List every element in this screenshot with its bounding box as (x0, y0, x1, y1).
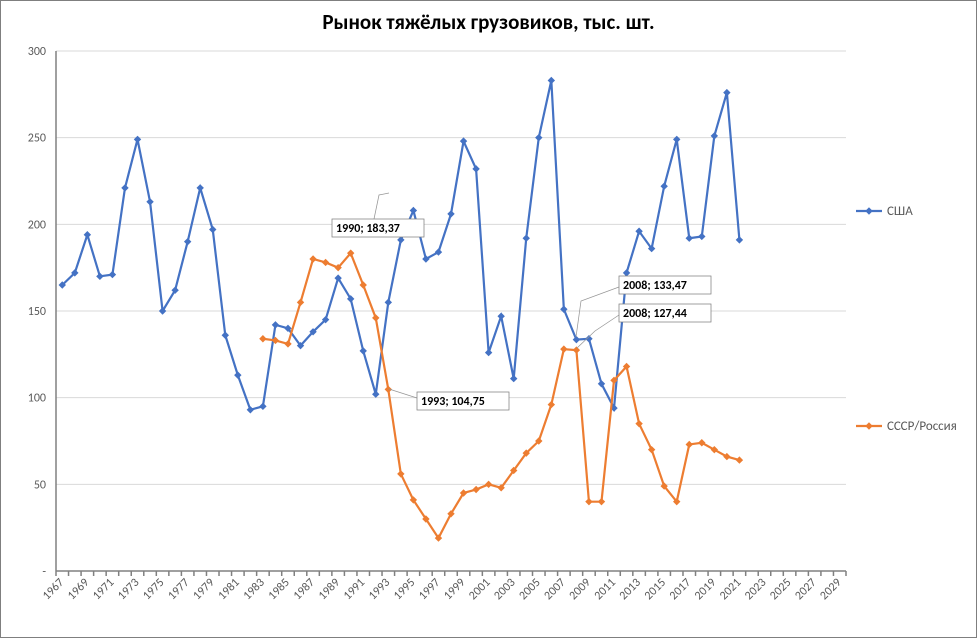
svg-text:2019: 2019 (692, 576, 719, 603)
svg-text:1999: 1999 (441, 576, 468, 603)
svg-text:1989: 1989 (316, 576, 343, 603)
svg-text:1987: 1987 (291, 576, 318, 603)
svg-text:1990; 183,37: 1990; 183,37 (336, 222, 400, 236)
svg-text:2007: 2007 (542, 576, 569, 603)
svg-text:1993; 104,75: 1993; 104,75 (421, 395, 485, 409)
svg-text:2005: 2005 (517, 576, 544, 603)
svg-text:150: 150 (28, 305, 46, 319)
svg-text:1971: 1971 (90, 576, 117, 603)
svg-text:2023: 2023 (742, 576, 769, 603)
svg-text:-: - (42, 565, 46, 579)
svg-text:2001: 2001 (466, 576, 493, 603)
svg-text:1991: 1991 (341, 576, 368, 603)
chart-plot: -501001502002503001967196919711973197519… (1, 1, 976, 637)
svg-text:1997: 1997 (416, 576, 443, 603)
svg-text:2029: 2029 (817, 576, 844, 603)
chart-title: Рынок тяжёлых грузовиков, тыс. шт. (1, 9, 976, 35)
svg-text:250: 250 (28, 132, 46, 146)
svg-text:2021: 2021 (717, 576, 744, 603)
svg-text:100: 100 (28, 392, 46, 406)
svg-text:1979: 1979 (190, 576, 217, 603)
svg-text:США: США (887, 204, 913, 219)
svg-text:1981: 1981 (216, 576, 243, 603)
svg-text:2013: 2013 (617, 576, 644, 603)
svg-text:1975: 1975 (140, 576, 167, 603)
svg-text:2025: 2025 (767, 576, 794, 603)
svg-text:1973: 1973 (115, 576, 142, 603)
svg-text:1985: 1985 (266, 576, 293, 603)
svg-text:200: 200 (28, 218, 46, 232)
svg-text:1967: 1967 (40, 576, 67, 603)
chart-container: Рынок тяжёлых грузовиков, тыс. шт. - 50 10… (0, 0, 977, 638)
svg-text:2015: 2015 (642, 576, 669, 603)
svg-text:300: 300 (28, 45, 46, 59)
svg-text:СССР/Россия: СССР/Россия (887, 419, 957, 434)
svg-text:1983: 1983 (241, 576, 268, 603)
svg-text:2011: 2011 (592, 576, 619, 603)
svg-text:2008; 133,47: 2008; 133,47 (623, 279, 687, 293)
svg-text:2017: 2017 (667, 576, 694, 603)
svg-text:1995: 1995 (391, 576, 418, 603)
svg-text:2008; 127,44: 2008; 127,44 (623, 307, 687, 321)
svg-text:2009: 2009 (567, 576, 594, 603)
svg-text:50: 50 (34, 478, 46, 492)
svg-text:1977: 1977 (165, 576, 192, 603)
svg-text:2027: 2027 (792, 576, 819, 603)
svg-text:2003: 2003 (491, 576, 518, 603)
svg-text:1969: 1969 (65, 576, 92, 603)
svg-text:1993: 1993 (366, 576, 393, 603)
